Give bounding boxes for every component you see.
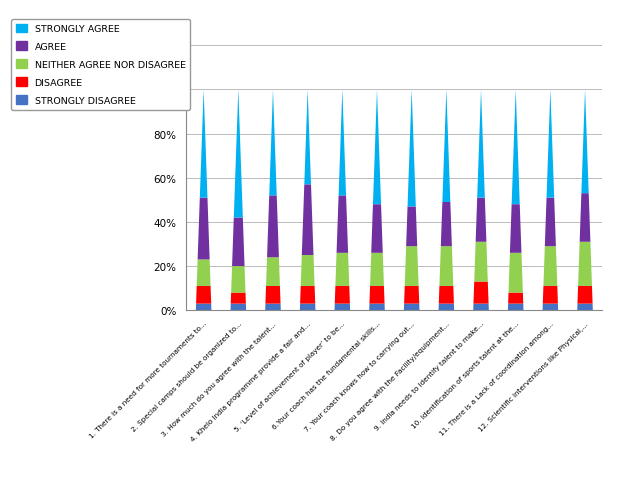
Polygon shape xyxy=(300,304,315,311)
Polygon shape xyxy=(265,287,281,304)
Polygon shape xyxy=(581,90,589,194)
Polygon shape xyxy=(579,194,591,242)
Polygon shape xyxy=(545,198,556,246)
Polygon shape xyxy=(232,218,245,267)
Polygon shape xyxy=(510,205,522,254)
Polygon shape xyxy=(476,198,486,242)
Polygon shape xyxy=(373,90,381,205)
Polygon shape xyxy=(442,90,450,202)
Polygon shape xyxy=(335,304,350,311)
Polygon shape xyxy=(196,287,211,304)
Polygon shape xyxy=(406,207,417,246)
Polygon shape xyxy=(300,287,315,304)
Polygon shape xyxy=(230,304,246,311)
Polygon shape xyxy=(578,304,593,311)
Polygon shape xyxy=(546,90,554,198)
Polygon shape xyxy=(543,246,557,287)
Polygon shape xyxy=(335,287,350,304)
Polygon shape xyxy=(477,90,485,198)
Polygon shape xyxy=(578,242,592,287)
Polygon shape xyxy=(304,90,311,185)
Polygon shape xyxy=(509,254,523,293)
Polygon shape xyxy=(439,287,454,304)
Polygon shape xyxy=(512,90,520,205)
Polygon shape xyxy=(473,304,489,311)
Polygon shape xyxy=(438,304,454,311)
Polygon shape xyxy=(404,287,419,304)
Polygon shape xyxy=(338,90,346,196)
Polygon shape xyxy=(440,246,453,287)
Polygon shape xyxy=(265,304,281,311)
Polygon shape xyxy=(335,254,349,287)
Polygon shape xyxy=(404,304,419,311)
Polygon shape xyxy=(543,287,558,304)
Polygon shape xyxy=(231,267,245,293)
Polygon shape xyxy=(197,198,210,260)
Polygon shape xyxy=(369,287,384,304)
Polygon shape xyxy=(337,196,348,254)
Polygon shape xyxy=(508,293,524,304)
Polygon shape xyxy=(266,258,280,287)
Polygon shape xyxy=(301,256,315,287)
Polygon shape xyxy=(407,90,416,207)
Polygon shape xyxy=(578,287,592,304)
Polygon shape xyxy=(441,202,452,246)
Polygon shape xyxy=(196,304,211,311)
Polygon shape xyxy=(474,242,488,282)
Polygon shape xyxy=(473,282,489,304)
Polygon shape xyxy=(197,260,211,287)
Polygon shape xyxy=(508,304,524,311)
Legend: STRONGLY AGREE, AGREE, NEITHER AGREE NOR DISAGREE, DISAGREE, STRONGLY DISAGREE: STRONGLY AGREE, AGREE, NEITHER AGREE NOR… xyxy=(11,20,190,110)
Polygon shape xyxy=(270,90,277,196)
Polygon shape xyxy=(371,205,383,254)
Polygon shape xyxy=(267,196,279,258)
Polygon shape xyxy=(200,90,207,198)
Polygon shape xyxy=(231,293,246,304)
Polygon shape xyxy=(370,254,384,287)
Polygon shape xyxy=(302,185,314,256)
Polygon shape xyxy=(233,90,243,218)
Polygon shape xyxy=(543,304,558,311)
Polygon shape xyxy=(369,304,385,311)
Polygon shape xyxy=(405,246,419,287)
